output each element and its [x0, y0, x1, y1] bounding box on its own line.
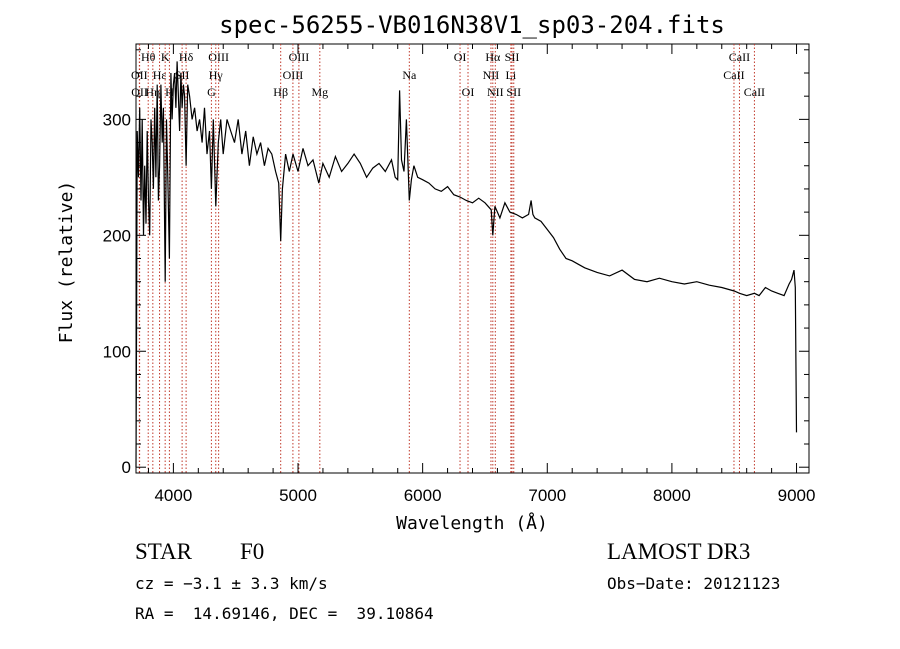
line-label: CaII: [744, 85, 765, 99]
survey-name: LAMOST DR3: [607, 539, 751, 564]
line-label: CaII: [729, 50, 750, 64]
y-axis-ticks: 0 100 200 300: [103, 49, 809, 477]
line-label: Hγ: [209, 68, 224, 82]
x-tick-label: 6000: [404, 486, 442, 505]
observation-date: Obs−Date: 20121123: [607, 574, 781, 593]
spectral-line-markers: [138, 44, 755, 473]
line-label: Hθ: [141, 50, 156, 64]
line-label: OIII: [208, 50, 229, 64]
y-axis-label: Flux (relative): [56, 181, 77, 344]
line-label: Hη: [145, 85, 160, 99]
line-label: OII: [131, 85, 148, 99]
line-label: OIII: [289, 50, 310, 64]
y-tick-label: 200: [103, 226, 131, 245]
line-label: Hε: [153, 68, 167, 82]
y-tick-label: 0: [122, 458, 131, 477]
line-label: OI: [454, 50, 467, 64]
line-label: Hα: [485, 50, 501, 64]
plot-frame: [135, 43, 810, 474]
redshift-readout: cz = −3.1 ± 3.3 km/s: [135, 574, 328, 593]
line-label: Mg: [311, 85, 328, 99]
line-label: OIII: [283, 68, 304, 82]
line-label: Hβ: [273, 85, 288, 99]
x-tick-label: 7000: [528, 486, 566, 505]
line-label: H: [165, 85, 174, 99]
line-label: SII: [175, 68, 190, 82]
x-tick-label: 9000: [778, 486, 816, 505]
line-label: G: [207, 85, 216, 99]
line-label: NII: [483, 68, 500, 82]
line-label: SII: [506, 85, 521, 99]
chart-title: spec-56255-VB016N38V1_sp03-204.fits: [219, 11, 725, 39]
spectral-subclass: F0: [240, 539, 265, 564]
y-tick-label: 300: [103, 110, 131, 129]
x-tick-label: 8000: [653, 486, 691, 505]
line-label: SII: [505, 50, 520, 64]
line-label: OII: [131, 68, 148, 82]
coordinates-readout: RA = 14.69146, DEC = 39.10864: [135, 604, 434, 623]
line-label: Li: [506, 68, 517, 82]
x-tick-label: 5000: [279, 486, 317, 505]
x-tick-label: 4000: [154, 486, 192, 505]
x-axis-ticks: 4000 5000 6000 7000 8000 9000: [147, 44, 816, 505]
line-label: Na: [402, 68, 417, 82]
line-label: OI: [462, 85, 475, 99]
line-label: K: [161, 50, 170, 64]
x-axis-label: Wavelength (Å): [396, 512, 548, 534]
spectrum-series-line: [135, 61, 798, 468]
object-class: STAR: [135, 539, 192, 564]
line-label: NII: [487, 85, 504, 99]
line-label: Hδ: [179, 50, 194, 64]
y-tick-label: 100: [103, 342, 131, 361]
line-label: CaII: [723, 68, 744, 82]
